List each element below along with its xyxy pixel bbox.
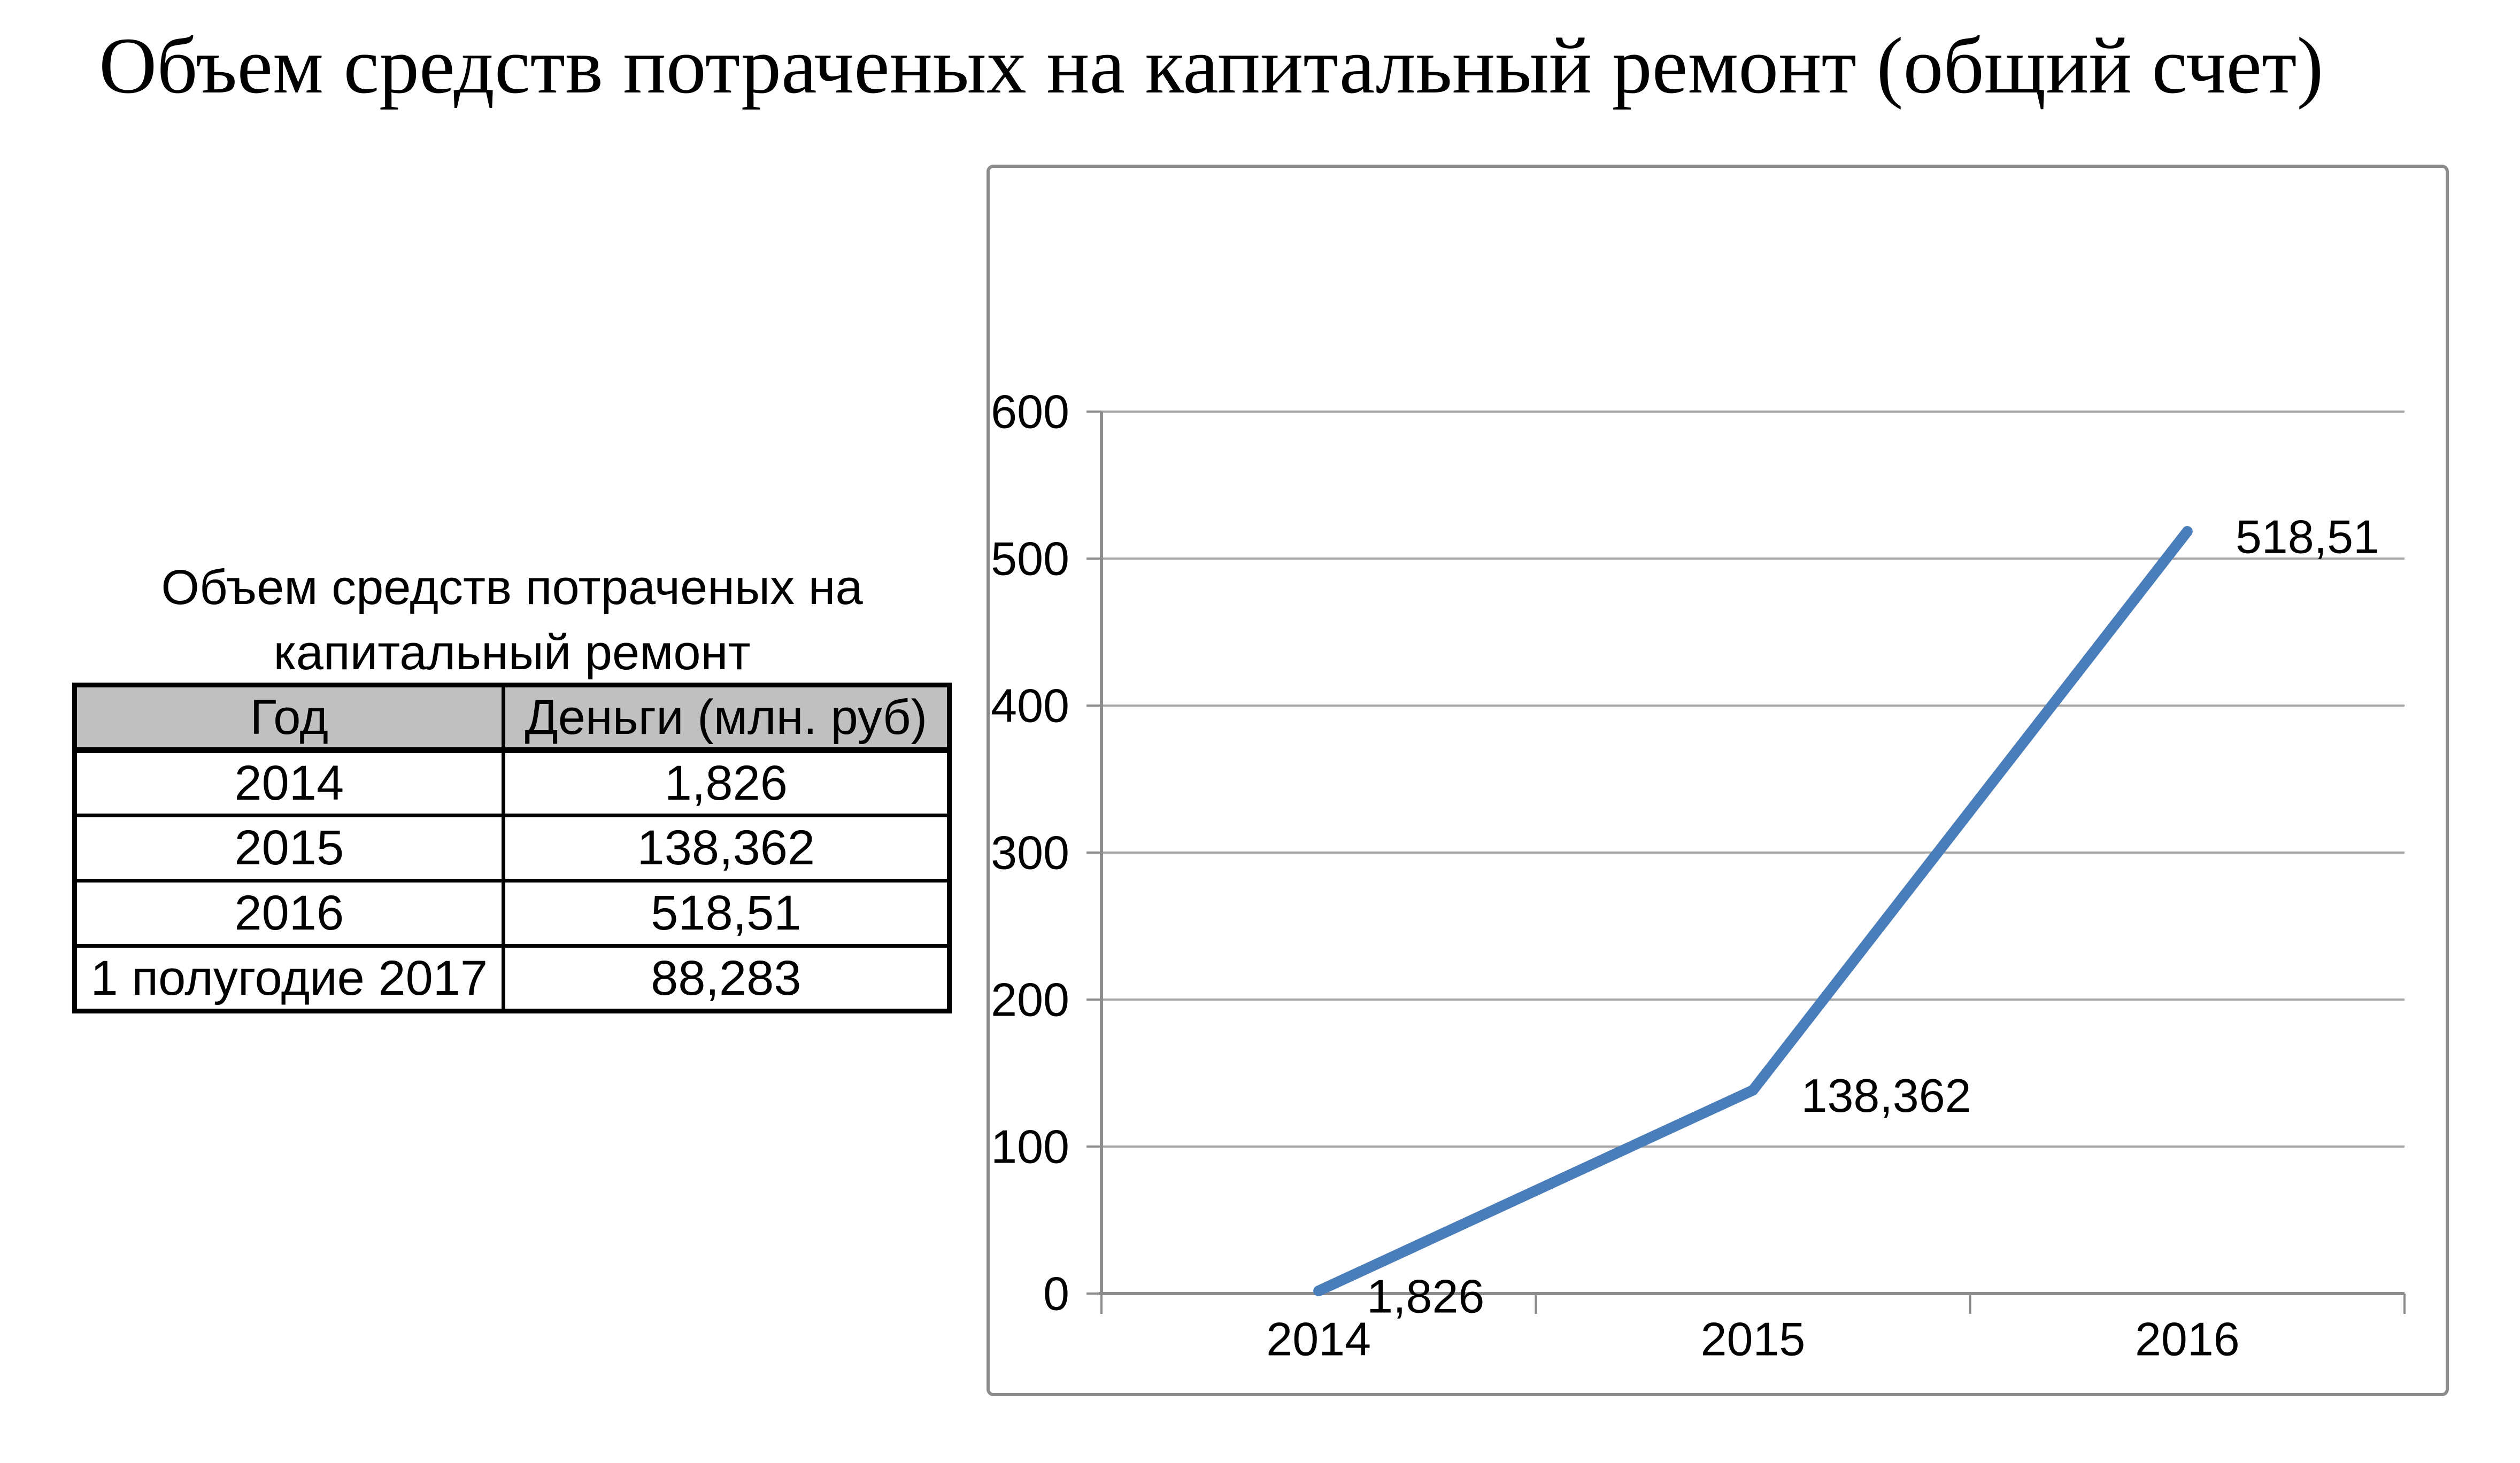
- y-tick-label: 400: [991, 679, 1069, 732]
- x-tick-label: 2015: [1701, 1313, 1806, 1366]
- x-tick-label: 2014: [1266, 1313, 1371, 1366]
- chart-border: [987, 165, 2449, 1396]
- spending-table: Год Деньги (млн. руб) 2014 1,826 2015 138,36…: [72, 683, 952, 1013]
- line-chart-frame: 0 100 200 300 400 500 600 2014 2015 2016 1,826 138,…: [987, 165, 2449, 1396]
- y-tick-label: 500: [991, 532, 1069, 585]
- table-cell: 1,826: [501, 748, 952, 817]
- table-cell: 1 полугодие 2017: [73, 944, 505, 1013]
- table-row: 2015 138,362: [73, 814, 952, 883]
- line-chart: 0 100 200 300 400 500 600 2014 2015 2016 1,826 138,…: [987, 165, 2449, 1396]
- table-cell: 2016: [73, 879, 505, 948]
- y-tick-label: 0: [1043, 1267, 1069, 1320]
- table-row: 1 полугодие 2017 88,283: [73, 944, 952, 1013]
- table-row: 2016 518,51: [73, 879, 952, 948]
- table-cell: 88,283: [501, 944, 952, 1013]
- table-row: 2014 1,826: [73, 748, 952, 817]
- x-tick-label: 2016: [2135, 1313, 2240, 1366]
- table-cell: 2014: [73, 748, 505, 817]
- table-col-header: Год: [73, 683, 505, 753]
- table-title: Объем средств потраченых на капитальный …: [72, 555, 952, 685]
- y-tick-label: 200: [991, 973, 1069, 1026]
- page-title: Объем средств потраченых на капитальный …: [99, 21, 2324, 110]
- y-tick-label: 300: [991, 826, 1069, 879]
- table-cell: 138,362: [501, 814, 952, 883]
- y-tick-label: 100: [991, 1120, 1069, 1173]
- table-cell: 2015: [73, 814, 505, 883]
- table-col-header: Деньги (млн. руб): [501, 683, 952, 753]
- table-cell: 518,51: [501, 879, 952, 948]
- table-header-row: Год Деньги (млн. руб): [73, 683, 952, 753]
- y-tick-label: 600: [991, 385, 1069, 438]
- data-label: 1,826: [1367, 1270, 1484, 1322]
- series-line: [1313, 526, 2193, 1296]
- data-label: 518,51: [2236, 510, 2379, 563]
- table-title-line2: капитальный ремонт: [273, 625, 751, 680]
- data-label: 138,362: [1801, 1069, 1971, 1122]
- table-title-line1: Объем средств потраченых на: [161, 560, 863, 615]
